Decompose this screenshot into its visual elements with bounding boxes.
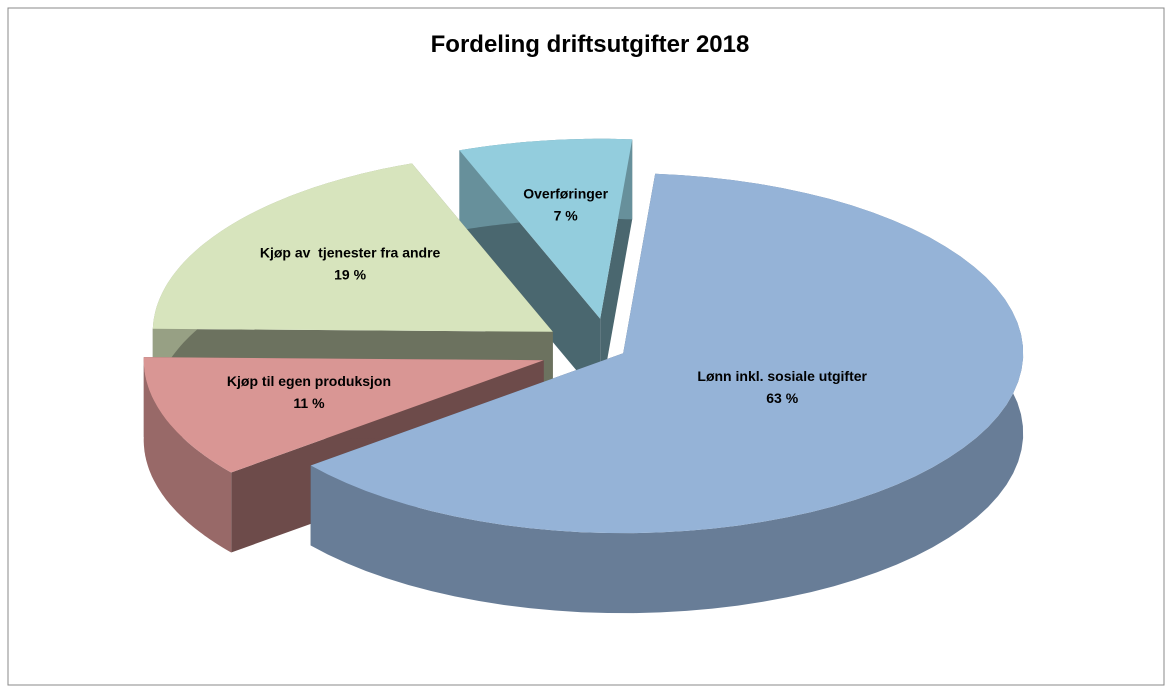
slice-side xyxy=(310,173,1024,614)
slice-side xyxy=(143,357,232,553)
slice xyxy=(310,173,1024,534)
slice xyxy=(459,138,633,319)
slice-value-label: 11 % xyxy=(293,395,325,411)
slice xyxy=(143,357,544,473)
slice-label: Overføringer xyxy=(523,185,608,201)
slice-value-label: 19 % xyxy=(334,267,366,283)
chart-title: Fordeling driftsutgifter 2018 xyxy=(431,31,750,58)
slice xyxy=(152,163,553,332)
slice-label: Kjøp til egen produksjon xyxy=(227,373,391,389)
slice-value-label: 7 % xyxy=(554,207,579,223)
slice-label: Kjøp av tjenester fra andre xyxy=(260,245,441,261)
slice-label: Lønn inkl. sosiale utgifter xyxy=(697,368,867,384)
slice-value-label: 63 % xyxy=(766,390,798,406)
